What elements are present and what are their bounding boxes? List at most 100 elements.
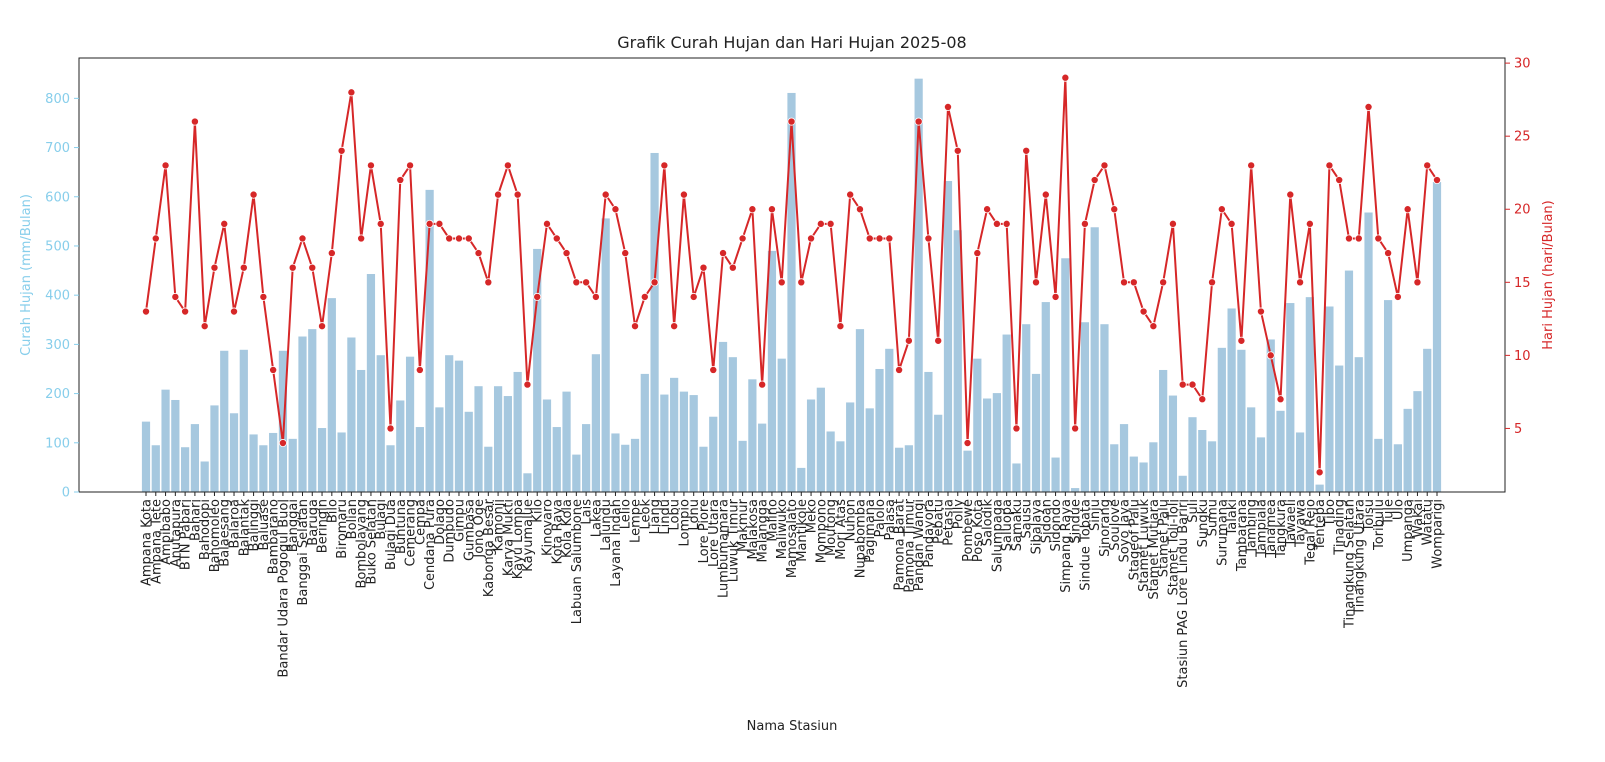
line-point bbox=[728, 263, 737, 272]
line-point bbox=[640, 292, 649, 301]
x-tick-label: Kilo bbox=[531, 499, 546, 523]
x-tick-label: Kamonji bbox=[492, 499, 507, 551]
x-tick-label: Pamona Timur bbox=[902, 498, 917, 592]
x-tick-label: Lindu bbox=[658, 499, 673, 535]
line-point bbox=[816, 219, 825, 228]
line-point bbox=[269, 365, 278, 374]
x-tick-label: Kayumalue bbox=[521, 499, 536, 572]
bar bbox=[1110, 444, 1119, 492]
x-tick-label: Cempa bbox=[413, 499, 428, 545]
bar bbox=[904, 445, 913, 492]
bar bbox=[894, 447, 904, 492]
bar bbox=[1413, 391, 1422, 492]
x-tick-label: Pandan Wangi bbox=[912, 499, 927, 591]
line-point bbox=[836, 322, 845, 331]
line-point bbox=[807, 234, 816, 243]
x-tick-label: Tayawa bbox=[1294, 499, 1309, 548]
line-point bbox=[415, 365, 424, 374]
bar bbox=[1423, 348, 1432, 492]
line-point bbox=[1061, 73, 1070, 82]
bar bbox=[239, 349, 248, 492]
x-tick-label: Sindue bbox=[1069, 499, 1084, 544]
line-point bbox=[1139, 307, 1148, 316]
line-point bbox=[983, 205, 992, 214]
bar bbox=[181, 447, 190, 492]
line-point bbox=[895, 365, 904, 374]
bar bbox=[415, 427, 424, 492]
x-tick-label: Biromaru bbox=[335, 499, 350, 559]
x-tick-label: Bambarano bbox=[267, 499, 282, 574]
bar bbox=[591, 354, 601, 492]
line-point bbox=[914, 117, 923, 126]
line-point bbox=[572, 278, 581, 287]
y-tick-label: 800 bbox=[45, 92, 70, 107]
line-point bbox=[904, 336, 913, 345]
bar bbox=[1344, 270, 1354, 492]
x-tick-label: Gumbasa bbox=[462, 499, 477, 561]
x-tick-label: Lalundu bbox=[599, 499, 614, 551]
line-point bbox=[445, 234, 454, 243]
line-point bbox=[973, 249, 982, 258]
x-tick-label: Anutapura bbox=[169, 499, 184, 567]
line-point bbox=[621, 249, 630, 258]
x-tick-label: Malangga bbox=[756, 499, 771, 562]
line-point bbox=[239, 263, 248, 272]
bar bbox=[1188, 417, 1197, 492]
x-tick-label: Bolian bbox=[345, 499, 360, 539]
line-point bbox=[679, 190, 688, 199]
line-point bbox=[141, 307, 150, 316]
line-point bbox=[1041, 190, 1050, 199]
line-point bbox=[298, 234, 307, 243]
y-tick-label: 0 bbox=[62, 486, 70, 501]
x-tick-label: Kinovaro bbox=[540, 499, 555, 556]
bar bbox=[357, 369, 366, 492]
line-point bbox=[210, 263, 219, 272]
x-tick-label: Makmur bbox=[736, 498, 751, 552]
x-tick-label: Balinggi bbox=[247, 499, 262, 551]
x-tick-label: Mamosalato bbox=[785, 499, 800, 578]
x-tick-label: Sausu bbox=[1020, 499, 1035, 538]
x-tick-label: Bahari bbox=[188, 499, 203, 541]
line-point bbox=[464, 234, 473, 243]
bar bbox=[572, 454, 581, 492]
line-point bbox=[181, 307, 190, 316]
bar bbox=[1002, 334, 1011, 492]
bar bbox=[1325, 306, 1334, 492]
x-tick-label: Ampana Kota bbox=[140, 499, 155, 586]
line-point bbox=[230, 307, 239, 316]
x-tick-label: Tenteba bbox=[1313, 499, 1328, 551]
x-tick-label: Bulagi bbox=[374, 499, 389, 540]
bar bbox=[787, 92, 796, 492]
x-tick-label: Soulove bbox=[1108, 499, 1123, 551]
line-point bbox=[484, 278, 493, 287]
chart-title: Grafik Curah Hujan dan Hari Hujan 2025-0… bbox=[617, 33, 966, 52]
bar bbox=[1315, 484, 1324, 492]
bar bbox=[924, 371, 933, 492]
line-point bbox=[562, 249, 571, 258]
x-tick-label: Palasa bbox=[883, 499, 898, 541]
x-tick-label: Surumana bbox=[1215, 499, 1230, 566]
bar bbox=[826, 431, 835, 492]
line-point bbox=[220, 219, 229, 228]
line-point bbox=[992, 219, 1001, 228]
line-point bbox=[308, 263, 317, 272]
x-tick-label: Sibalaya bbox=[1030, 499, 1045, 554]
bar bbox=[1286, 303, 1295, 492]
bar bbox=[493, 386, 503, 492]
y-tick-label: 300 bbox=[45, 338, 70, 353]
line-point bbox=[631, 322, 640, 331]
bar bbox=[846, 402, 855, 492]
line-point bbox=[1159, 278, 1168, 287]
line-point bbox=[542, 219, 551, 228]
line-point bbox=[503, 161, 512, 170]
x-tick-label: Bulagi Dua bbox=[384, 499, 399, 570]
line-point bbox=[1266, 351, 1275, 360]
x-tick-label: Lakea bbox=[589, 499, 604, 537]
x-tick-label: Ampibabo bbox=[159, 499, 174, 565]
line-point bbox=[1393, 292, 1402, 301]
x-tick-label: Nuhon bbox=[844, 499, 859, 541]
line-point bbox=[288, 263, 297, 272]
line-point bbox=[1335, 176, 1344, 185]
line-point bbox=[1384, 249, 1393, 258]
x-tick-label: Malakosa bbox=[746, 499, 761, 560]
